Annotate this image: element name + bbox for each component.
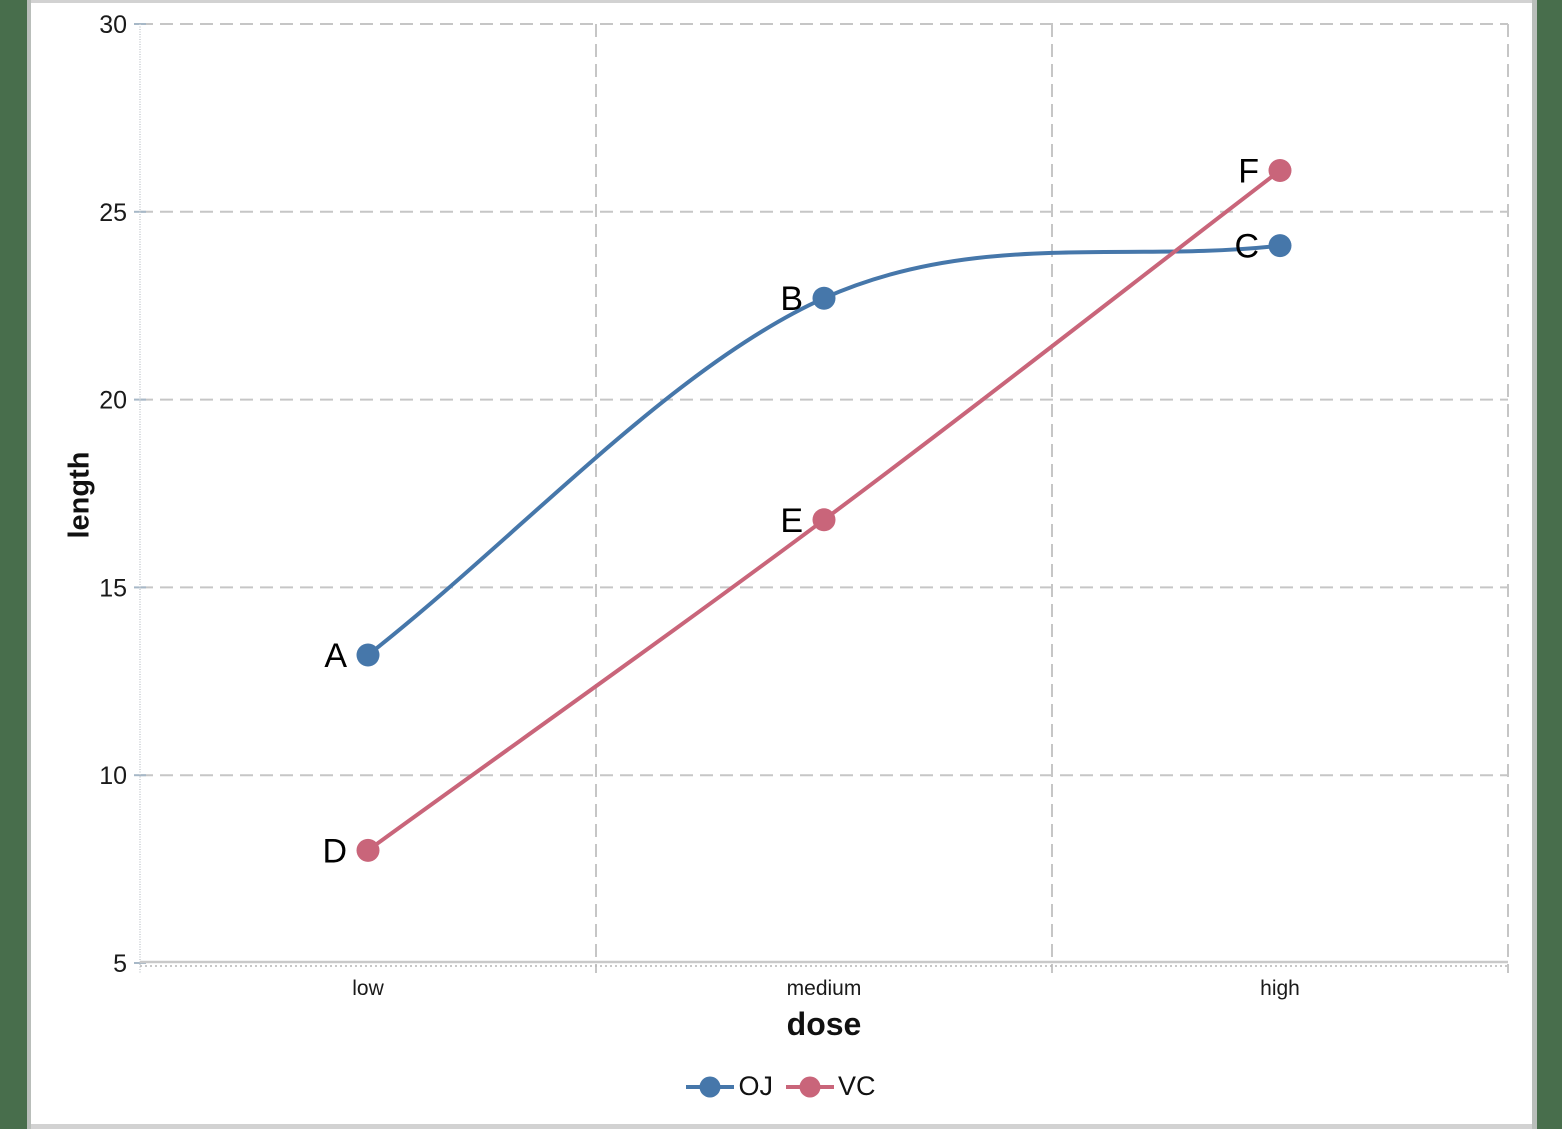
y-tick-label: 15	[99, 574, 127, 602]
legend-item-oj: OJ	[686, 1071, 773, 1102]
x-category-label: high	[1260, 977, 1300, 1000]
window-border-right	[1532, 0, 1537, 1129]
x-axis-title: dose	[786, 1006, 862, 1042]
data-point-e	[812, 508, 836, 532]
y-tick-label: 20	[99, 387, 127, 415]
y-tick-label: 10	[99, 762, 127, 790]
legend-label: OJ	[738, 1071, 773, 1101]
desktop-margin-left	[0, 0, 27, 1129]
desktop-margin-right	[1537, 0, 1562, 1129]
point-label-f: F	[1238, 152, 1259, 190]
legend-marker-icon	[686, 1076, 735, 1097]
data-point-c	[1268, 234, 1292, 258]
data-point-a	[356, 643, 380, 667]
point-label-b: B	[780, 280, 803, 318]
data-point-b	[812, 286, 836, 310]
x-category-label: low	[352, 977, 384, 1000]
legend-marker-icon	[786, 1076, 834, 1097]
data-point-f	[1268, 158, 1292, 182]
legend-label: VC	[838, 1071, 876, 1101]
legend: OJ VC	[0, 1071, 1562, 1102]
point-label-e: E	[780, 502, 803, 540]
point-label-d: D	[322, 832, 347, 870]
legend-item-vc: VC	[786, 1071, 876, 1102]
point-label-a: A	[324, 637, 347, 675]
y-tick-label: 25	[99, 199, 127, 227]
window-edge-bottom	[31, 1124, 1532, 1129]
x-category-label: medium	[787, 977, 862, 1000]
data-point-d	[356, 838, 380, 862]
point-label-c: C	[1234, 228, 1259, 266]
window-edge-top	[31, 0, 1532, 3]
y-tick-label: 5	[113, 950, 127, 978]
y-tick-label: 30	[99, 11, 127, 39]
window-border-left	[27, 0, 31, 1129]
y-axis-title: length	[63, 451, 96, 539]
